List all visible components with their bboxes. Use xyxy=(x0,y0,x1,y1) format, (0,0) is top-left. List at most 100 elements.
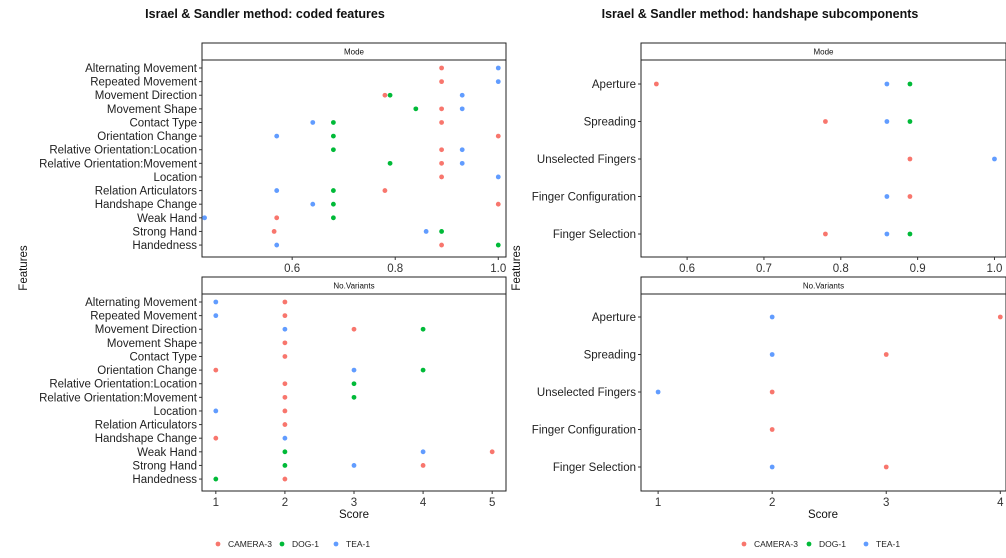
data-point-dog-1 xyxy=(330,215,336,221)
x-tick-label: 0.8 xyxy=(833,263,849,275)
data-point-tea-1 xyxy=(282,326,288,332)
x-tick-label: 0.7 xyxy=(756,263,772,275)
data-point-dog-1 xyxy=(495,242,501,248)
y-axis-title: Features xyxy=(511,245,523,291)
data-point-camera-3 xyxy=(351,326,357,332)
data-point-camera-3 xyxy=(282,476,288,482)
data-point-camera-3 xyxy=(883,464,889,470)
legend-swatch xyxy=(215,541,221,547)
data-point-dog-1 xyxy=(907,81,913,87)
y-tick-label: Weak Hand xyxy=(137,213,197,225)
y-tick-label: Handshape Change xyxy=(95,433,197,445)
data-point-tea-1 xyxy=(213,408,219,414)
y-tick-label: Location xyxy=(154,406,197,418)
data-point-camera-3 xyxy=(282,340,288,346)
data-point-camera-3 xyxy=(653,81,659,87)
y-tick-label: Repeated Movement xyxy=(90,77,198,89)
data-point-camera-3 xyxy=(439,147,444,153)
data-point-dog-1 xyxy=(387,92,393,98)
data-point-dog-1 xyxy=(420,367,426,373)
y-tick-label: Unselected Fingers xyxy=(537,154,636,166)
data-point-camera-3 xyxy=(769,389,775,395)
legend-swatch xyxy=(333,541,339,547)
legend-swatch xyxy=(279,541,285,547)
data-point-camera-3 xyxy=(907,194,913,199)
x-tick-label: 4 xyxy=(997,497,1004,509)
data-point-tea-1 xyxy=(495,79,501,85)
data-point-dog-1 xyxy=(351,394,357,400)
y-tick-label: Relative Orientation:Location xyxy=(49,379,197,391)
data-point-camera-3 xyxy=(282,408,288,414)
data-point-dog-1 xyxy=(282,449,288,455)
data-point-camera-3 xyxy=(907,156,913,162)
y-tick-label: Contact Type xyxy=(129,351,197,363)
facet-strip-label: Mode xyxy=(344,48,365,57)
y-tick-label: Relative Orientation:Location xyxy=(49,145,197,157)
x-tick-label: 5 xyxy=(489,497,495,509)
y-tick-label: Movement Shape xyxy=(107,338,197,350)
x-tick-label: 3 xyxy=(883,497,889,509)
facet-strip-label: Mode xyxy=(813,48,834,57)
x-tick-label: 2 xyxy=(769,497,775,509)
x-tick-label: 1.0 xyxy=(490,263,506,275)
y-tick-label: Weak Hand xyxy=(137,447,197,459)
x-tick-label: 0.6 xyxy=(284,263,300,275)
data-point-camera-3 xyxy=(439,79,444,85)
x-axis-title: Score xyxy=(339,509,369,521)
data-point-dog-1 xyxy=(330,201,336,207)
x-tick-label: 1 xyxy=(213,497,219,509)
data-point-camera-3 xyxy=(271,229,277,234)
data-point-tea-1 xyxy=(992,156,997,162)
y-tick-label: Handedness xyxy=(132,240,197,252)
legend-label: TEA-1 xyxy=(346,539,370,549)
y-tick-label: Alternating Movement xyxy=(85,63,198,75)
data-point-camera-3 xyxy=(997,314,1003,320)
x-tick-label: 0.6 xyxy=(679,263,695,275)
data-point-dog-1 xyxy=(907,231,913,237)
data-point-camera-3 xyxy=(213,435,219,441)
data-point-tea-1 xyxy=(423,229,429,234)
facet-strip-label: No.Variants xyxy=(333,282,374,291)
legend-label: CAMERA-3 xyxy=(754,539,798,549)
data-point-tea-1 xyxy=(274,188,280,193)
y-tick-label: Spreading xyxy=(584,117,636,129)
data-point-tea-1 xyxy=(459,147,465,153)
y-tick-label: Orientation Change xyxy=(97,131,197,143)
data-point-tea-1 xyxy=(884,119,890,124)
data-point-camera-3 xyxy=(439,160,444,166)
data-point-tea-1 xyxy=(202,215,207,221)
y-tick-label: Alternating Movement xyxy=(85,297,198,309)
data-point-tea-1 xyxy=(884,194,890,199)
data-point-tea-1 xyxy=(769,314,775,320)
data-point-dog-1 xyxy=(387,160,393,166)
data-point-tea-1 xyxy=(495,65,501,71)
data-point-camera-3 xyxy=(282,313,288,319)
data-point-tea-1 xyxy=(274,242,280,248)
data-point-camera-3 xyxy=(883,352,889,357)
data-point-tea-1 xyxy=(351,463,357,468)
data-point-tea-1 xyxy=(884,81,890,87)
y-tick-label: Orientation Change xyxy=(97,365,197,377)
y-axis-title: Features xyxy=(18,245,30,291)
data-point-tea-1 xyxy=(769,352,775,357)
data-point-tea-1 xyxy=(274,133,280,139)
data-point-tea-1 xyxy=(282,435,288,441)
data-point-camera-3 xyxy=(439,106,444,112)
data-point-camera-3 xyxy=(282,354,288,359)
data-point-camera-3 xyxy=(769,427,775,432)
panel-frame xyxy=(640,293,1006,492)
y-tick-label: Spreading xyxy=(584,350,636,362)
data-point-camera-3 xyxy=(282,299,288,305)
data-point-camera-3 xyxy=(282,381,288,387)
x-tick-label: 1.0 xyxy=(986,263,1002,275)
legend-swatch xyxy=(741,541,747,547)
data-point-camera-3 xyxy=(282,422,288,427)
data-point-tea-1 xyxy=(420,449,426,455)
data-point-tea-1 xyxy=(459,92,465,98)
data-point-dog-1 xyxy=(907,119,913,124)
y-tick-label: Relation Articulators xyxy=(95,420,198,432)
x-tick-label: 0.9 xyxy=(910,263,926,275)
data-point-tea-1 xyxy=(495,174,501,180)
data-point-camera-3 xyxy=(489,449,495,455)
